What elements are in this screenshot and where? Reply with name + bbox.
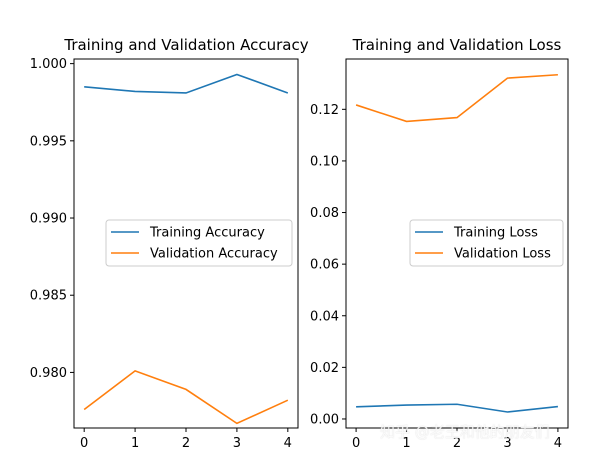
loss-x-tick-label: 2 [453,436,461,451]
loss-chart-title: Training and Validation Loss [352,36,562,54]
accuracy-x-tick-label: 2 [182,436,190,451]
accuracy-legend: Training Accuracy Validation Accuracy [105,219,293,267]
watermark-text: 知乎 @老王和他的朋友们 [380,423,550,441]
accuracy-x-tick-label: 3 [233,436,241,451]
accuracy-legend-box [105,219,293,267]
accuracy-legend-label: Validation Accuracy [150,247,278,262]
loss-legend: Training Loss Validation Loss [409,219,564,267]
loss-y-tick-label: 0.12 [310,103,339,118]
accuracy-x-tick-label: 1 [131,436,139,451]
loss-y-tick-label: 0.02 [310,361,339,376]
loss-x-tick-label: 0 [352,436,360,451]
accuracy-y-tick-label: 1.000 [30,57,67,72]
loss-legend-box [409,219,564,267]
accuracy-panel: Training and Validation Accuracy 0 1 2 3 4 0.… [30,36,309,451]
loss-legend-label: Training Loss [453,226,538,241]
loss-lines [355,73,558,413]
accuracy-x-tick-label: 0 [80,436,88,451]
loss-series-line-1 [356,403,558,413]
accuracy-x-tick-label: 4 [284,436,292,451]
loss-y-tick-label: 0.06 [310,258,339,273]
accuracy-chart-title: Training and Validation Accuracy [63,36,308,54]
accuracy-y-tick-label: 0.980 [30,366,67,381]
accuracy-series-line-1 [84,73,289,94]
loss-y-tick-label: 0.04 [310,309,339,324]
loss-x-tick-label: 1 [402,436,410,451]
loss-series-line-2 [355,73,558,123]
accuracy-y-tick-label: 0.985 [30,289,67,304]
accuracy-axes: 0 1 2 3 4 0.980 0.985 0.990 0.995 1.000 [30,57,299,451]
accuracy-y-tick-label: 0.995 [30,134,67,149]
loss-panel: Training and Validation Loss 0 1 2 3 4 0.00 0.… [310,36,569,451]
accuracy-legend-label: Training Accuracy [149,226,265,241]
loss-axes: 0 1 2 3 4 0.00 0.02 0.04 0.06 0.08 0.10 0.12 [310,58,569,451]
loss-y-tick-label: 0.08 [310,206,339,221]
accuracy-y-tick-label: 0.990 [30,212,67,227]
loss-x-tick-label: 3 [503,436,511,451]
loss-y-tick-label: 0.10 [310,154,339,169]
loss-y-tick-label: 0.00 [310,412,339,427]
accuracy-series-line-2 [83,369,289,425]
loss-x-tick-label: 4 [554,436,562,451]
loss-legend-label: Validation Loss [454,247,551,262]
accuracy-lines [83,73,289,425]
